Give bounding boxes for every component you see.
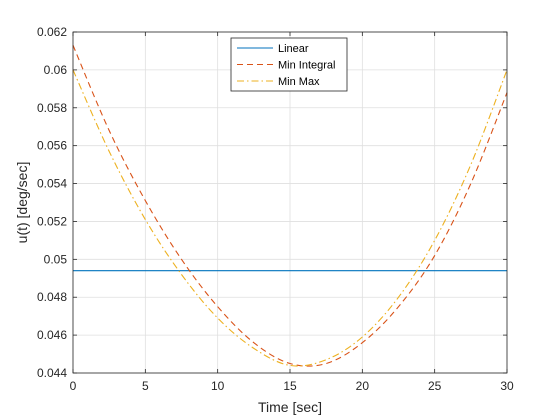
y-tick-label: 0.058 xyxy=(37,101,67,115)
y-tick-label: 0.052 xyxy=(37,214,67,228)
y-tick-label: 0.054 xyxy=(37,177,67,191)
axis-ticks xyxy=(72,31,508,374)
y-tick-label: 0.062 xyxy=(37,25,67,39)
x-axis-label: Time [sec] xyxy=(258,399,322,415)
y-tick-labels: 0.044 0.046 0.048 0.05 0.052 0.054 0.056 0.058 0… xyxy=(37,25,67,380)
x-tick-label: 0 xyxy=(70,379,77,393)
x-tick-label: 15 xyxy=(283,379,297,393)
x-tick-label: 25 xyxy=(428,379,442,393)
x-tick-label: 20 xyxy=(356,379,370,393)
x-tick-labels: 0 5 10 15 20 25 30 xyxy=(70,379,514,393)
y-tick-label: 0.044 xyxy=(37,366,67,380)
y-tick-label: 0.048 xyxy=(37,290,67,304)
legend: Linear Min Integral Min Max xyxy=(230,37,348,92)
x-tick-label: 10 xyxy=(211,379,225,393)
y-tick-label: 0.06 xyxy=(44,63,68,77)
y-tick-label: 0.056 xyxy=(37,139,67,153)
y-axis-label: u(t) [deg/sec] xyxy=(14,162,30,244)
y-tick-label: 0.046 xyxy=(37,328,67,342)
x-tick-label: 30 xyxy=(500,379,514,393)
legend-label: Min Integral xyxy=(278,60,335,72)
legend-label: Min Max xyxy=(278,76,320,88)
series-line-min-max xyxy=(72,69,508,367)
series-line-min-integral xyxy=(72,45,508,367)
y-tick-label: 0.05 xyxy=(44,252,68,266)
series-layer xyxy=(72,45,508,367)
x-tick-label: 5 xyxy=(142,379,149,393)
legend-label: Linear xyxy=(278,43,309,55)
